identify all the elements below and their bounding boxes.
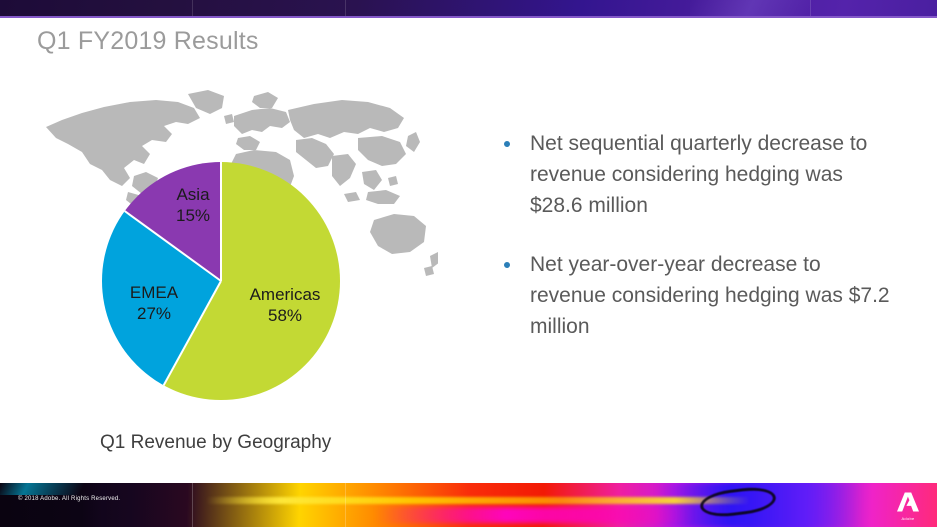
bullet-item: Net sequential quarterly decrease to rev… [497, 128, 897, 221]
bullet-dot-icon [504, 262, 510, 268]
pie-label-emea-name: EMEA [129, 283, 179, 302]
footer-seam [345, 483, 346, 527]
pie-label-americas-name: Americas [249, 285, 321, 304]
header-band-seam [192, 0, 193, 16]
pie-chart: Americas 58% EMEA 27% Asia 15% [102, 162, 340, 400]
footer-art-teal-wisp [0, 483, 937, 495]
pie-label-asia: Asia 15% [160, 184, 226, 226]
pie-label-americas: Americas 58% [232, 284, 338, 326]
slide-title: Q1 FY2019 Results [37, 27, 259, 55]
footer-seam [192, 483, 193, 527]
footer-artwork [0, 483, 937, 527]
adobe-logo: Adobe [893, 489, 923, 521]
chart-caption: Q1 Revenue by Geography [100, 432, 332, 453]
bullet-text: Net year-over-year decrease to revenue c… [530, 253, 890, 338]
footer-art-yellow-streak [0, 497, 937, 504]
pie-slice-divider [220, 162, 222, 281]
slide-footer: © 2018 Adobe. All Rights Reserved. Adobe [0, 483, 937, 527]
bullet-list: Net sequential quarterly decrease to rev… [497, 128, 897, 370]
bullet-item: Net year-over-year decrease to revenue c… [497, 249, 897, 342]
header-band [0, 0, 937, 16]
pie-label-americas-value: 58% [267, 306, 303, 325]
header-band-seam [810, 0, 811, 16]
bullet-text: Net sequential quarterly decrease to rev… [530, 132, 868, 217]
pie-label-asia-value: 15% [175, 206, 211, 225]
header-band-seam [345, 0, 346, 16]
adobe-a-icon [897, 492, 919, 512]
bullet-dot-icon [504, 141, 510, 147]
chart-area: Americas 58% EMEA 27% Asia 15% Q1 Revenu… [30, 80, 450, 453]
pie-label-emea-value: 27% [136, 304, 172, 323]
adobe-wordmark: Adobe [901, 516, 915, 521]
pie-label-asia-name: Asia [176, 185, 210, 204]
copyright-text: © 2018 Adobe. All Rights Reserved. [18, 496, 121, 502]
header-band-sheen [690, 0, 810, 16]
pie-label-emea: EMEA 27% [110, 282, 198, 324]
header-underline [0, 16, 937, 18]
